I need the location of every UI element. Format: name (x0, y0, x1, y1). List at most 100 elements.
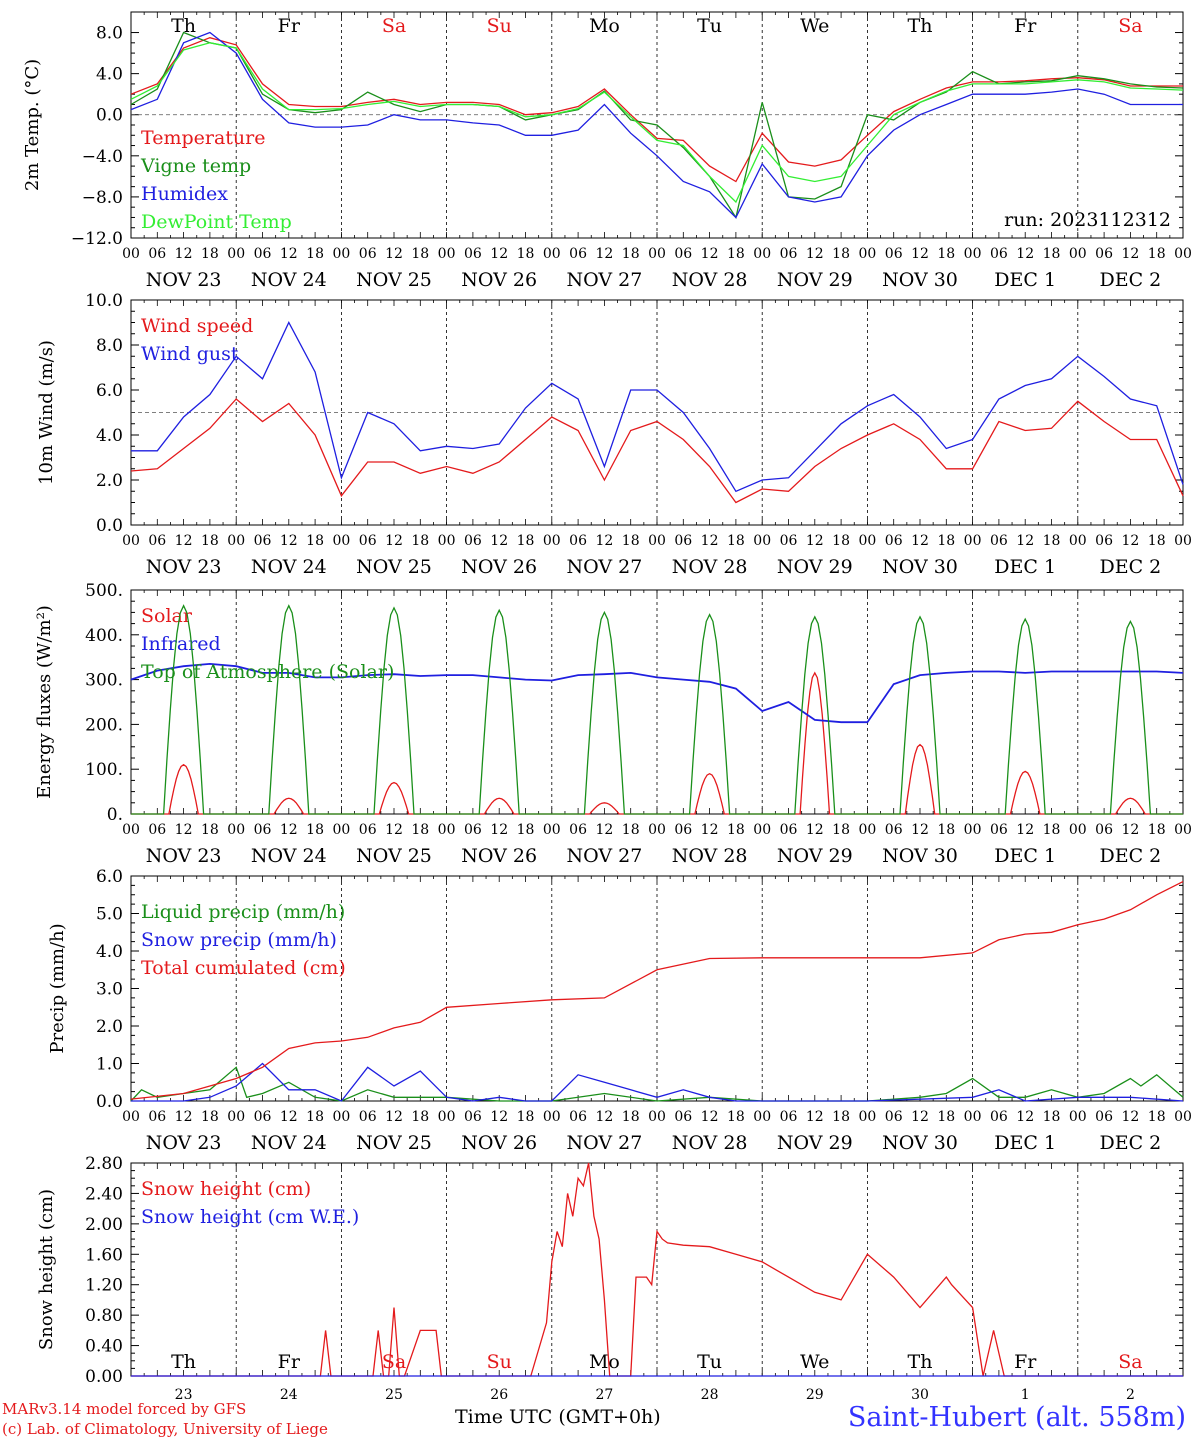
legend-entry: Temperature (141, 127, 265, 149)
x-hour-label: 18 (306, 1109, 324, 1125)
x-hour-label: 06 (359, 246, 377, 262)
x-hour-label: 00 (332, 533, 350, 549)
x-hour-label: 12 (175, 822, 193, 838)
x-hour-label: 12 (595, 533, 613, 549)
series-line-humidex (130, 31, 1183, 219)
x-date-label: DEC 1 (994, 269, 1056, 291)
day-of-week-label: Su (487, 1351, 512, 1373)
y-tick-label: 4.0 (96, 942, 123, 962)
run-label: run: 2023112312 (1004, 209, 1171, 231)
day-of-week-label: Th (171, 1351, 196, 1373)
x-hour-label: 12 (1121, 822, 1139, 838)
x-date-label: NOV 29 (777, 845, 853, 867)
day-of-week-label: Su (487, 15, 512, 37)
x-hour-label: 06 (148, 822, 166, 838)
x-hour-label: 18 (306, 533, 324, 549)
day-of-week-label: Fr (1014, 15, 1037, 37)
x-hour-label: 00 (858, 246, 876, 262)
x-date-label: DEC 2 (1100, 1132, 1162, 1154)
x-hour-label: 18 (727, 246, 745, 262)
x-hour-label: 06 (464, 822, 482, 838)
x-hour-label: 06 (990, 533, 1008, 549)
y-tick-label: 0.40 (85, 1337, 123, 1357)
series-line-temperature (130, 37, 1183, 183)
x-hour-label: 06 (1095, 246, 1113, 262)
x-hour-label: 12 (1016, 533, 1034, 549)
x-hour-label: 06 (464, 533, 482, 549)
y-tick-label: 0.0 (96, 106, 123, 126)
lab-credit: (c) Lab. of Climatology, University of L… (2, 1420, 328, 1438)
y-tick-label: 1.20 (85, 1276, 123, 1296)
day-of-week-label: Fr (1014, 1351, 1037, 1373)
x-date-label: NOV 26 (461, 269, 537, 291)
x-hour-label: 12 (385, 246, 403, 262)
y-tick-label: 2.00 (85, 1215, 123, 1235)
day-of-week-label: Fr (278, 1351, 301, 1373)
x-day-number: 24 (280, 1387, 298, 1403)
series-line-liquid-precip-mm-h- (130, 1066, 1184, 1102)
x-hour-label: 00 (648, 533, 666, 549)
x-hour-label: 18 (622, 533, 640, 549)
x-hour-label: 18 (622, 822, 640, 838)
x-hour-label: 00 (753, 533, 771, 549)
y-tick-label: 3.0 (96, 980, 123, 1000)
x-hour-label: 00 (858, 822, 876, 838)
day-of-week-label: Sa (382, 15, 406, 37)
x-hour-label: 00 (858, 1109, 876, 1125)
x-date-label: NOV 28 (672, 556, 748, 578)
x-hour-label: 12 (911, 246, 929, 262)
legend-entry: Humidex (141, 183, 228, 205)
x-date-label: NOV 24 (251, 1132, 327, 1154)
x-hour-label: 18 (517, 246, 535, 262)
legend-entry: Top of Atmosphere (Solar) (141, 661, 394, 683)
legend-entry: Snow precip (mm/h) (141, 929, 337, 951)
x-hour-label: 12 (701, 246, 719, 262)
y-tick-label: 0.00 (85, 1367, 123, 1387)
x-hour-label: 06 (674, 822, 692, 838)
x-hour-label: 00 (332, 246, 350, 262)
x-hour-label: 12 (280, 822, 298, 838)
legend-entry: Infrared (141, 633, 221, 655)
y-tick-label: 2.40 (85, 1184, 123, 1204)
x-hour-label: 00 (753, 822, 771, 838)
day-of-week-label: Tu (697, 15, 722, 37)
x-day-number: 30 (911, 1387, 929, 1403)
x-date-label: DEC 2 (1100, 556, 1162, 578)
model-credit: MARv3.14 model forced by GFS (2, 1400, 247, 1418)
x-hour-label: 06 (148, 246, 166, 262)
x-date-label: NOV 30 (882, 1132, 958, 1154)
x-hour-label: 00 (648, 822, 666, 838)
y-tick-label: 0.80 (85, 1306, 123, 1326)
day-of-week-label: Sa (1118, 15, 1142, 37)
x-hour-label: 00 (964, 533, 982, 549)
x-hour-label: 00 (543, 1109, 561, 1125)
x-hour-label: 12 (490, 822, 508, 838)
y-tick-label: 300. (85, 671, 123, 691)
x-hour-label: 00 (964, 822, 982, 838)
x-hour-label: 06 (254, 533, 272, 549)
x-date-label: NOV 26 (461, 1132, 537, 1154)
x-hour-label: 00 (1069, 822, 1087, 838)
x-date-label: NOV 26 (461, 556, 537, 578)
x-date-label: DEC 1 (994, 556, 1056, 578)
x-hour-label: 00 (122, 1109, 140, 1125)
x-date-label: NOV 23 (146, 1132, 222, 1154)
x-hour-label: 00 (438, 822, 456, 838)
x-hour-label: 12 (280, 1109, 298, 1125)
x-hour-label: 18 (517, 533, 535, 549)
y-tick-label: 2.0 (96, 471, 123, 491)
x-hour-label: 18 (622, 1109, 640, 1125)
day-of-week-label: We (800, 15, 829, 37)
x-date-label: NOV 25 (356, 556, 432, 578)
x-hour-label: 06 (148, 1109, 166, 1125)
y-tick-label: 100. (85, 760, 123, 780)
x-day-number: 23 (175, 1387, 193, 1403)
y-tick-label: 6.0 (96, 381, 123, 401)
x-hour-label: 06 (254, 822, 272, 838)
y-tick-label: 2.80 (85, 1154, 123, 1174)
x-date-label: NOV 25 (356, 845, 432, 867)
x-hour-label: 18 (411, 246, 429, 262)
x-date-label: NOV 30 (882, 556, 958, 578)
legend-entry: Snow height (cm) (141, 1178, 311, 1200)
day-of-week-label: Th (908, 15, 933, 37)
